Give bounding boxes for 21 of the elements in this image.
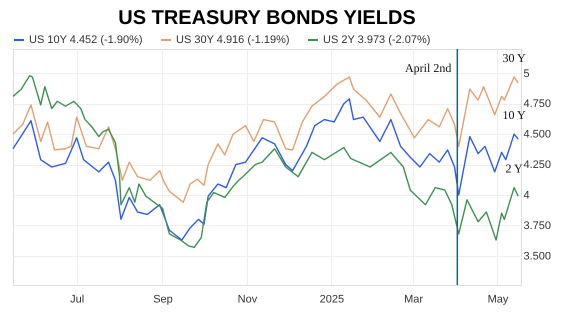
x-tick-label: Mar [404,294,424,306]
y-tick-label: 4.500 [524,128,552,141]
x-tick-label: Nov [238,294,258,306]
x-tick-label: May [488,294,509,306]
annotation: 30 Y [502,50,526,65]
legend-label: US 30Y 4.916 (-1.19%) [176,34,290,46]
annotation: 2 Y [505,162,524,176]
y-tick-label: 3.750 [524,220,552,232]
x-tick-label: Sep [153,294,173,306]
y-tick-label: 5 [524,68,530,80]
y-tick-label: 4.750 [524,98,552,110]
x-tick-label: 2025 [320,294,344,306]
y-tick-label: 4 [524,189,530,202]
y-tick-label: 4.250 [524,159,552,172]
ref-line-label: April 2nd [404,61,452,75]
legend-label: US 10Y 4.452 (-1.90%) [29,34,143,46]
x-tick-label: Jul [70,294,84,306]
chart-title: US TREASURY BONDS YIELDS [118,7,416,29]
y-tick-label: 3.500 [524,250,552,262]
annotation: 10 Y [502,108,526,122]
legend-label: US 2Y 3.973 (-2.07%) [323,34,430,46]
